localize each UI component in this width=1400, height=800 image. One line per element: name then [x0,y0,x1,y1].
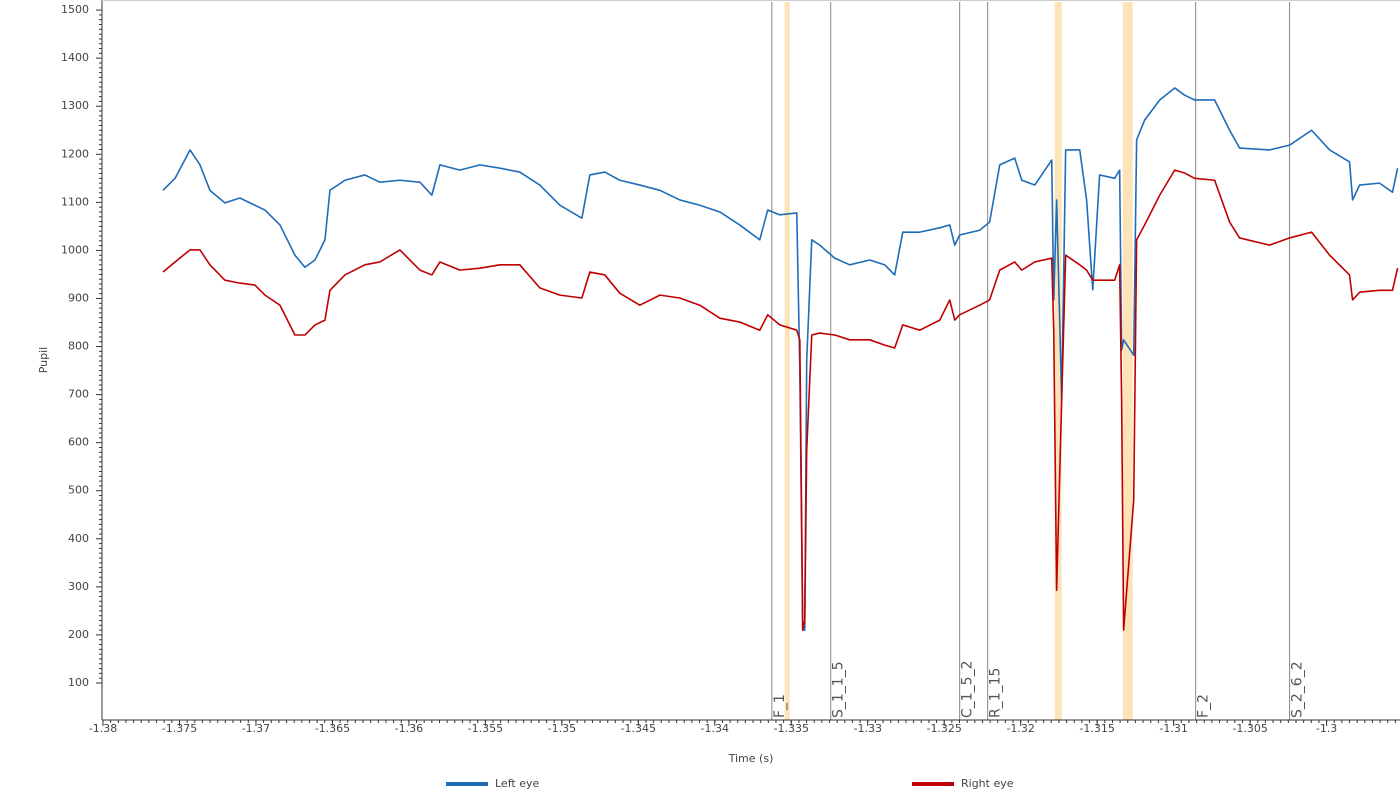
y-tick-label: 400 [68,532,89,545]
y-tick-label: 200 [68,628,89,641]
event-label: C_1_5_2 [960,661,976,719]
x-tick-label: -1.34 [701,722,729,735]
series-line [162,169,1399,631]
y-axis-title: Pupil [37,347,50,374]
blink-region [1122,2,1133,720]
event-label: R_1_15 [988,668,1004,718]
x-tick-label: -1.31 [1159,722,1187,735]
y-tick-label: 700 [68,388,89,401]
x-tick-label: -1.38 [89,722,117,735]
y-tick-label: 1000 [61,243,89,256]
y-tick-label: 300 [68,580,89,593]
legend-label: Left eye [495,777,539,790]
x-tick-label: -1.355 [468,722,503,735]
x-tick-label: -1.365 [315,722,350,735]
y-tick-label: 600 [68,436,89,449]
event-label: S_1_1_5 [831,661,847,718]
y-tick-label: 800 [68,340,89,353]
x-tick-label: -1.315 [1079,722,1114,735]
x-tick-label: -1.3 [1316,722,1337,735]
y-tick-label: 1400 [61,51,89,64]
x-tick-label: -1.36 [395,722,423,735]
y-tick-label: 500 [68,484,89,497]
x-tick-label: -1.325 [926,722,961,735]
blink-region [1054,2,1062,720]
x-axis-title: Time (s) [728,752,774,765]
y-tick-label: 1200 [61,147,89,160]
y-tick-label: 900 [68,291,89,304]
x-tick-label: -1.32 [1006,722,1034,735]
x-tick-label: -1.305 [1232,722,1267,735]
event-label: F_1 [772,694,788,718]
x-tick-label: -1.33 [854,722,882,735]
y-tick-label: 1500 [61,3,89,16]
x-tick-label: -1.345 [621,722,656,735]
event-label: F_2 [1196,694,1212,718]
x-tick-label: -1.335 [774,722,809,735]
x-tick-label: -1.37 [242,722,270,735]
legend-label: Right eye [961,777,1014,790]
blink-region [784,2,790,720]
y-tick-label: 1300 [61,99,89,112]
series-line [162,87,1399,631]
y-tick-label: 100 [68,676,89,689]
event-label: S_2_6_2 [1290,661,1306,718]
x-tick-label: -1.35 [548,722,576,735]
y-tick-label: 1100 [61,195,89,208]
x-tick-label: -1.375 [162,722,197,735]
